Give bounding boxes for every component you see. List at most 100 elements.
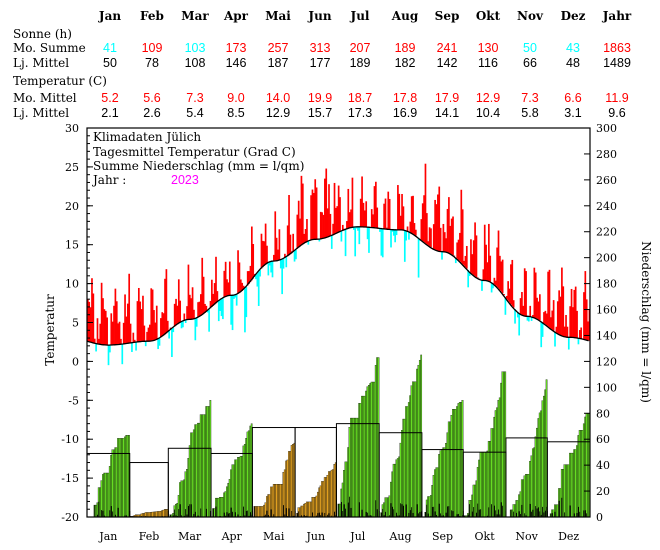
precip-day-bar <box>469 504 471 517</box>
temperature-day-bar <box>223 270 226 298</box>
temperature-day-bar <box>380 228 383 256</box>
precip-cumulative-bar <box>365 390 367 518</box>
temperature-day-bar <box>441 251 443 260</box>
temperature-day-bar <box>470 239 472 273</box>
precip-cumulative-bar <box>457 403 460 518</box>
temperature-day-bar <box>399 215 402 230</box>
precip-day-bar <box>102 510 104 517</box>
precip-day-bar <box>223 512 225 517</box>
y2-tick-label: 20 <box>596 485 610 498</box>
precip-day-bar <box>318 512 320 517</box>
precip-cumulative-bar <box>401 430 403 518</box>
precip-day-bar <box>230 507 232 517</box>
sunshine-title: Sonne (h) <box>13 27 72 41</box>
sunshine-longterm-value: 187 <box>267 56 289 70</box>
precip-day-bar <box>197 515 199 517</box>
temperature-day-bar <box>417 237 420 278</box>
precip-cumulative-bar <box>530 455 533 518</box>
precip-day-bar <box>584 510 586 517</box>
precip-cumulative-bar <box>345 461 348 518</box>
precip-cumulative-bar <box>559 488 562 518</box>
temperature-day-bar <box>373 186 376 228</box>
temperature-day-bar <box>452 216 454 256</box>
precip-day-bar <box>94 505 96 517</box>
temperature-day-bar <box>547 271 549 327</box>
precip-cumulative-bar <box>321 481 323 518</box>
month-header: Dez <box>560 9 586 23</box>
precip-cumulative-bar <box>567 464 570 518</box>
temperature-day-bar <box>297 200 300 248</box>
precip-cumulative-bar <box>217 497 220 518</box>
precip-day-bar <box>371 515 373 517</box>
precip-day-bar <box>540 514 542 517</box>
temperature-day-bar <box>220 299 223 317</box>
temperature-day-bar <box>574 286 577 338</box>
precip-day-bar <box>434 511 436 517</box>
temperature-day-bar <box>213 283 216 305</box>
temperature-day-bar <box>426 213 428 245</box>
temperature-day-bar <box>330 235 333 249</box>
temperature-day-bar <box>215 256 217 304</box>
temperature-day-bar <box>143 325 146 342</box>
temperature-month-value: 5.2 <box>101 91 119 105</box>
temperature-day-bar <box>556 301 559 334</box>
y2-tick-label: 0 <box>596 511 603 524</box>
precip-cumulative-bar <box>281 484 283 518</box>
precip-cumulative-bar <box>527 474 530 518</box>
temperature-day-bar <box>118 321 121 345</box>
temperature-day-bar <box>361 176 363 227</box>
precip-cumulative-bar <box>261 506 264 518</box>
temperature-day-bar <box>295 249 297 260</box>
precip-day-bar <box>529 503 531 517</box>
precip-day-bar <box>291 510 293 517</box>
precip-cumulative-bar <box>238 457 241 518</box>
temperature-day-bar <box>114 288 117 345</box>
precip-day-bar <box>554 511 556 517</box>
precip-cumulative-bar <box>181 480 184 518</box>
y2-tick-label: 40 <box>596 459 610 472</box>
precip-cumulative-bar <box>147 512 150 518</box>
precip-cumulative-bar <box>383 502 385 518</box>
temperature-day-bar <box>201 257 204 316</box>
precip-cumulative-bar <box>234 459 236 518</box>
temperature-day-bar <box>351 177 354 228</box>
precip-day-bar <box>532 509 534 517</box>
temperature-month-value: 7.3 <box>186 91 204 105</box>
precip-cumulative-bar <box>387 497 389 518</box>
precip-cumulative-bar <box>333 464 336 518</box>
temperature-day-bar <box>245 286 248 318</box>
precip-cumulative-bar <box>392 463 395 518</box>
precip-cumulative-bar <box>272 484 275 518</box>
precip-cumulative-bar <box>119 438 122 518</box>
precip-day-bar <box>250 512 252 517</box>
precip-day-bar <box>283 505 285 517</box>
temperature-day-bar <box>432 224 435 249</box>
precip-cumulative-bar <box>452 409 454 518</box>
precip-cumulative-bar <box>562 469 564 518</box>
precip-cumulative-bar <box>312 497 315 518</box>
month-header: Jahr <box>602 9 632 23</box>
precip-cumulative-bar <box>330 469 333 518</box>
y2-axis-label: Niederschlag (mm = l/qm) <box>639 241 653 403</box>
temperature-day-bar <box>459 232 461 262</box>
temperature-day-bar <box>388 198 391 230</box>
precip-cumulative-bar <box>542 395 545 518</box>
precip-day-bar <box>412 513 414 517</box>
temperature-day-bar <box>368 227 370 253</box>
temperature-day-bar <box>222 298 224 320</box>
precip-day-bar <box>172 515 174 517</box>
temperature-title: Temperatur (C) <box>13 74 107 88</box>
temperature-day-bar <box>580 327 583 339</box>
precip-cumulative-bar <box>434 469 436 518</box>
precip-day-bar <box>229 512 231 517</box>
temperature-day-bar <box>257 271 260 306</box>
precip-cumulative-bar <box>514 504 516 518</box>
temperature-day-bar <box>534 272 537 319</box>
precip-day-bar <box>493 505 495 517</box>
legend-temperature: Tagesmittel Temperatur (Grad C) <box>93 145 296 159</box>
temperature-day-bar <box>121 344 124 365</box>
temperature-day-bar <box>197 302 199 318</box>
temperature-day-bar <box>301 183 304 245</box>
month-header: Apr <box>223 9 249 23</box>
precip-cumulative-bar <box>485 452 487 518</box>
